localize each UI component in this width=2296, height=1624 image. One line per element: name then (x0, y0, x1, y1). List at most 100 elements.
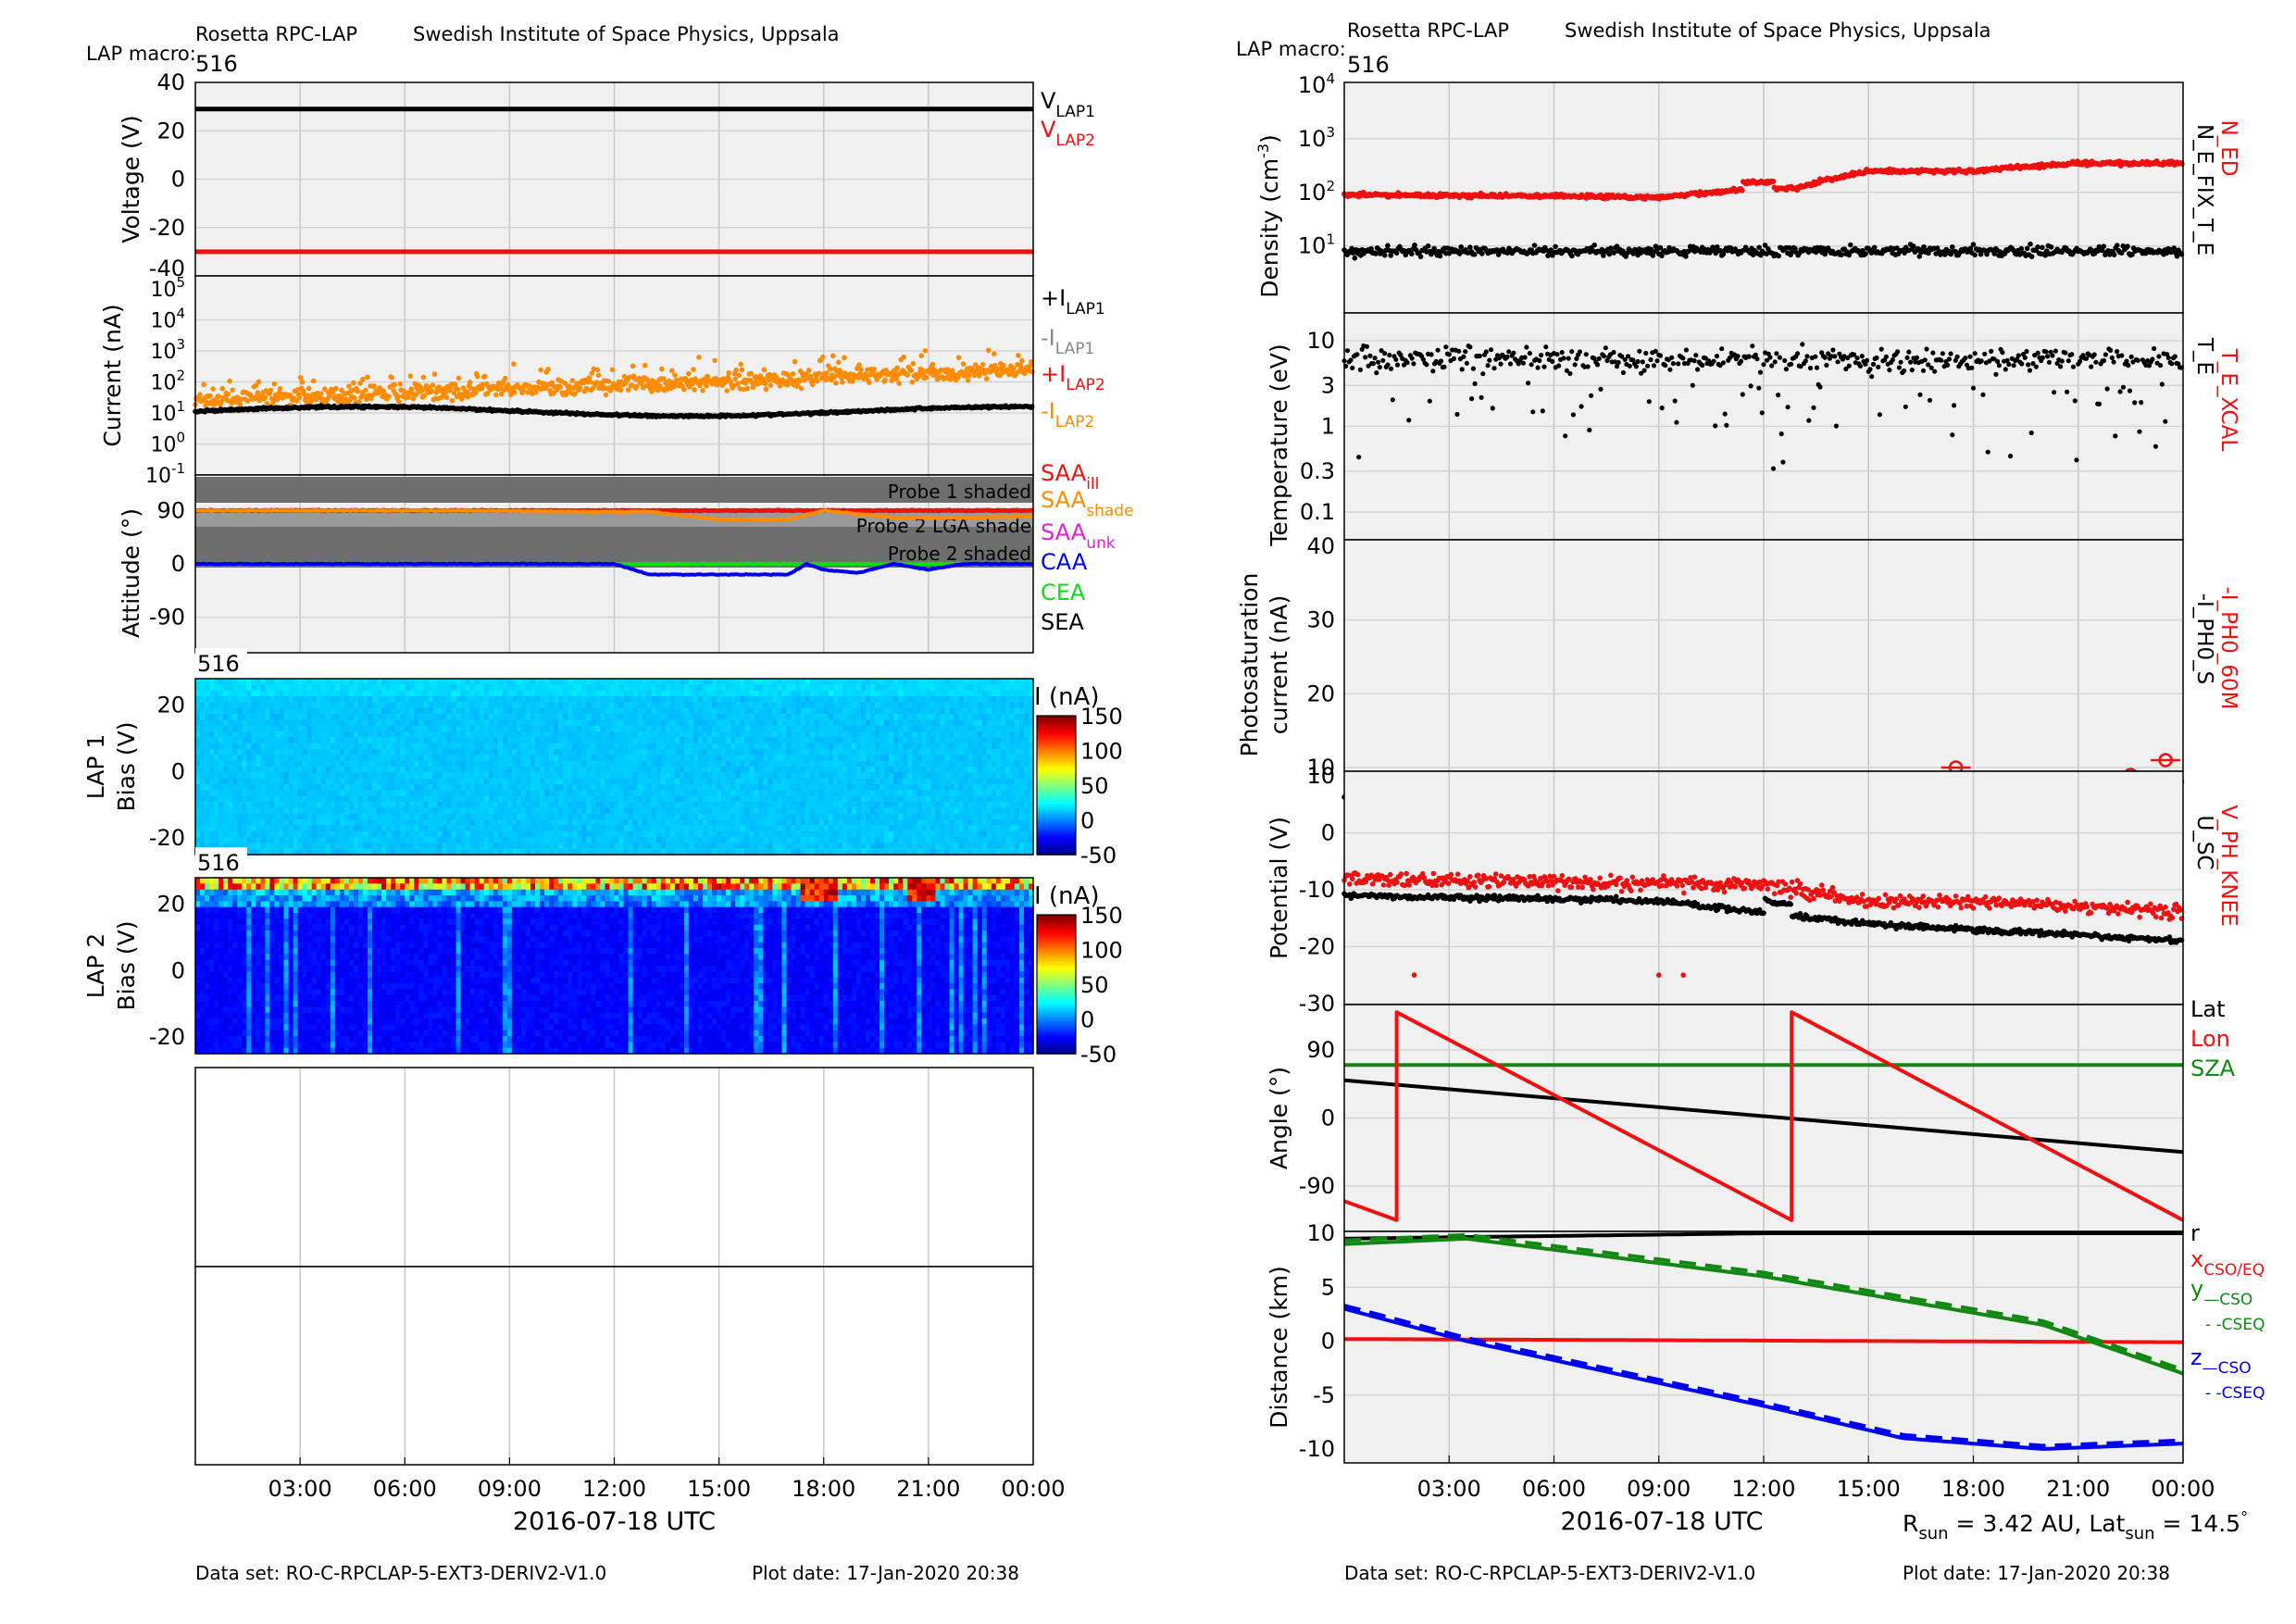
heatmap-cell (600, 843, 605, 850)
heatmap-cell (605, 772, 610, 780)
heatmap-cell (530, 737, 536, 744)
heatmap-cell (544, 772, 550, 780)
heatmap-cell (274, 778, 281, 785)
heatmap-cell (642, 772, 648, 780)
heatmap-cell (325, 690, 331, 697)
ilap2-neg-point (216, 394, 221, 399)
heatmap-cell (274, 843, 281, 850)
heatmap-cell (544, 696, 550, 703)
heatmap-cell (618, 679, 625, 685)
ilap2-neg-point (681, 386, 687, 393)
heatmap-cell (549, 825, 555, 832)
ilap2-neg-point (908, 368, 915, 374)
heatmap-cell (214, 767, 219, 773)
heatmap-cell (330, 714, 336, 720)
heatmap-cell (343, 714, 350, 720)
heatmap-cell (511, 802, 518, 808)
heatmap-cell (251, 690, 256, 697)
heatmap-cell (614, 714, 620, 720)
heatmap-cell (497, 831, 504, 838)
heatmap-cell (460, 714, 467, 720)
ilap2-neg-point (736, 372, 742, 379)
heatmap-cell (483, 767, 490, 773)
heatmap-cell (297, 843, 304, 850)
heatmap-cell (414, 784, 419, 791)
heatmap-cell (577, 690, 582, 697)
heatmap-cell (242, 719, 247, 727)
ilap2-neg-point (1029, 369, 1035, 375)
heatmap-cell (683, 731, 690, 738)
heatmap-cell (655, 737, 662, 744)
heatmap-cell (502, 749, 508, 756)
heatmap-cell (223, 837, 229, 843)
ilap2-neg-point (712, 357, 718, 364)
current-ylabel: Current (nA) (99, 304, 126, 446)
ilap2-neg-point (629, 382, 635, 389)
heatmap-cell (544, 802, 550, 808)
heatmap-cell (214, 760, 219, 768)
heatmap-cell (256, 772, 261, 780)
y-tick-label: 0 (171, 551, 185, 577)
heatmap-cell (544, 684, 550, 692)
heatmap-cell (242, 731, 247, 738)
ilap2-neg-point (966, 372, 972, 379)
heatmap-cell (218, 719, 224, 727)
heatmap-cell (256, 760, 261, 768)
heatmap-cell (297, 819, 304, 826)
heatmap-cell (274, 749, 281, 756)
heatmap-cell (386, 790, 392, 797)
ilap2-neg-point (724, 388, 730, 394)
heatmap-cell (320, 679, 327, 685)
heatmap-cell (665, 714, 671, 720)
heatmap-cell (483, 795, 490, 803)
heatmap-cell (334, 684, 341, 692)
heatmap-cell (348, 767, 355, 773)
ilap2-neg-point (794, 382, 801, 389)
heatmap-cell (688, 807, 694, 815)
heatmap-cell (591, 690, 596, 697)
heatmap-cell (414, 843, 419, 850)
heatmap-cell (414, 825, 419, 832)
heatmap-cell (293, 825, 299, 832)
heatmap-cell (549, 802, 555, 808)
heatmap-cell (502, 719, 508, 727)
heatmap-cell (628, 731, 634, 738)
heatmap-cell (334, 772, 341, 780)
heatmap-cell (228, 772, 233, 780)
heatmap-cell (414, 684, 419, 692)
heatmap-cell (526, 831, 531, 838)
heatmap-cell (432, 825, 438, 832)
heatmap-cell (455, 679, 462, 685)
heatmap-cell (586, 743, 592, 750)
heatmap-cell (316, 760, 322, 768)
heatmap-cell (242, 707, 247, 715)
heatmap-cell (446, 743, 453, 750)
heatmap-cell (665, 807, 671, 815)
heatmap-cell (311, 772, 318, 780)
heatmap-cell (497, 772, 504, 780)
heatmap-cell (540, 807, 545, 815)
heatmap-cell (343, 831, 350, 838)
heatmap-cell (642, 807, 648, 815)
heatmap-cell (232, 784, 238, 791)
heatmap-cell (683, 719, 690, 727)
heatmap-cell (609, 790, 616, 797)
heatmap-cell (311, 843, 318, 850)
heatmap-cell (679, 755, 685, 762)
heatmap-cell (558, 690, 564, 697)
heatmap-cell (563, 843, 568, 850)
heatmap-cell (242, 684, 247, 692)
heatmap-cell (256, 737, 261, 744)
ilap2-neg-point (1022, 370, 1028, 377)
heatmap-cell (372, 707, 378, 715)
ilap2-neg-point (474, 373, 480, 380)
heatmap-cell (330, 690, 336, 697)
heatmap-cell (568, 831, 573, 838)
heatmap-cell (693, 784, 699, 791)
heatmap-cell (311, 825, 318, 832)
heatmap-cell (632, 831, 639, 838)
heatmap-cell (688, 772, 694, 780)
heatmap-cell (395, 819, 401, 826)
heatmap-cell (651, 784, 657, 791)
heatmap-cell (474, 684, 480, 692)
